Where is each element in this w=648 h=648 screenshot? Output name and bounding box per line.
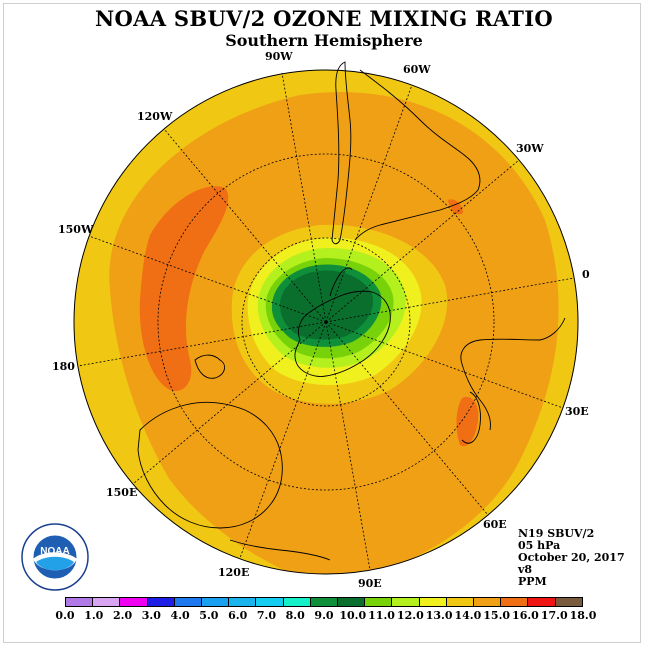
- colorbar-tick-label: 7.0: [256, 609, 277, 622]
- new-zealand-coast: [194, 354, 226, 379]
- lon-label-150w: 150W: [58, 223, 94, 236]
- colorbar-segment: [392, 598, 420, 606]
- colorbar-segment: [474, 598, 502, 606]
- colorbar-tick-label: 18.0: [569, 609, 597, 622]
- noaa-logo: NOAA: [21, 523, 89, 591]
- colorbar-segment: [419, 598, 447, 606]
- contour-8-9: [280, 270, 374, 340]
- latitude-circle-inner: [241, 237, 411, 407]
- colorbar-tick-label: 13.0: [425, 609, 453, 622]
- lon-label-90w: 90W: [265, 50, 293, 63]
- lon-label-60e: 60E: [483, 518, 507, 531]
- colorbar-tick-label: 8.0: [285, 609, 305, 622]
- colorbar-segment: [338, 598, 366, 606]
- colorbar-segment: [310, 598, 339, 606]
- lon-label-150e: 150E: [106, 486, 137, 499]
- colorbar-segment: [229, 598, 257, 606]
- map-frame: [3, 3, 641, 643]
- contour-15-16-west: [139, 186, 229, 391]
- antarctic-peninsula: [329, 267, 353, 297]
- map-disc-border: [73, 69, 579, 575]
- colorbar-tick-label: 16.0: [512, 609, 539, 622]
- colorbar-segment: [528, 598, 556, 606]
- colorbar-tick-label: 4.0: [170, 609, 190, 622]
- colorbar-segment: [555, 598, 582, 606]
- colorbar: [65, 597, 583, 607]
- meridian-60e: [325, 321, 489, 516]
- colorbar-tick-label: 1.0: [84, 609, 104, 622]
- lon-label-60w: 60W: [403, 63, 431, 76]
- colorbar-tick-label: 17.0: [540, 609, 568, 622]
- colorbar-segment: [66, 598, 94, 606]
- colorbar-tick-label: 15.0: [483, 609, 511, 622]
- latitude-circle-outer: [157, 153, 495, 491]
- lon-label-120e: 120E: [218, 566, 249, 579]
- longitude-labels: 90W 60W 30W 0 30E 60E 90E 120E 150E 180 …: [52, 50, 590, 590]
- info-units: PPM: [518, 575, 547, 588]
- meridian-180: [77, 321, 327, 367]
- logo-text: NOAA: [40, 546, 69, 557]
- info-satellite: N19 SBUV/2: [518, 527, 595, 540]
- colorbar-segment: [365, 598, 393, 606]
- info-level: 05 hPa: [518, 539, 561, 552]
- colorbar-segment: [256, 598, 284, 606]
- colorbar-tick-label: 9.0: [314, 609, 334, 622]
- colorbar-segment: [283, 598, 311, 606]
- colorbar-tick-label: 6.0: [228, 609, 248, 622]
- lon-label-30w: 30W: [516, 142, 544, 155]
- south-america-east-coast: [354, 69, 481, 241]
- lon-label-120w: 120W: [137, 110, 173, 123]
- colorbar-tick-label: 11.0: [368, 609, 395, 622]
- info-date: October 20, 2017: [518, 551, 625, 564]
- colorbar-segment: [120, 598, 148, 606]
- coastlines: [137, 61, 566, 561]
- lon-label-90e: 90E: [358, 577, 382, 590]
- ozone-field: [74, 70, 578, 574]
- colorbar-segment: [174, 598, 203, 606]
- colorbar-segment: [93, 598, 121, 606]
- colorbar-tick-label: 3.0: [141, 609, 161, 622]
- colorbar-segment: [501, 598, 529, 606]
- colorbar-tick-label: 10.0: [339, 609, 367, 622]
- colorbar-tick-label: 2.0: [112, 609, 133, 622]
- antarctica-coast: [294, 290, 391, 377]
- australia-coast: [137, 401, 283, 529]
- info-version: v8: [518, 563, 533, 576]
- colorbar-segment: [147, 598, 175, 606]
- contour-15-16-east: [456, 396, 479, 447]
- madagascar-coast: [461, 391, 481, 444]
- colorbar-tick-label: 12.0: [396, 609, 424, 622]
- map-title: NOAA SBUV/2 OZONE MIXING RATIO: [95, 6, 553, 31]
- indonesia-coast: [229, 539, 331, 561]
- meridian-120w: [163, 128, 327, 323]
- graticule: [77, 72, 575, 571]
- lon-label-180: 180: [52, 360, 75, 373]
- meridian-120e: [239, 321, 327, 559]
- africa-coast: [460, 317, 566, 431]
- meridian-150e: [132, 321, 327, 485]
- colorbar-tick-label: 14.0: [454, 609, 482, 622]
- colorbar-labels: 0.0 1.0 2.0 3.0 4.0 5.0 6.0 7.0 8.0 9.0 10.0 11.0 12…: [55, 609, 596, 623]
- meridian-90e: [325, 321, 371, 571]
- colorbar-segment: [446, 598, 475, 606]
- colorbar-tick-label: 0.0: [55, 609, 75, 622]
- colorbar-segment: [202, 598, 230, 606]
- meridian-0: [325, 277, 575, 323]
- colorbar-tick-label: 5.0: [199, 609, 219, 622]
- meridian-30w: [325, 159, 520, 323]
- south-america-west-coast: [331, 61, 352, 245]
- lon-label-0: 0: [582, 268, 590, 281]
- lon-label-30e: 30E: [565, 405, 589, 418]
- map-subtitle: Southern Hemisphere: [225, 31, 423, 50]
